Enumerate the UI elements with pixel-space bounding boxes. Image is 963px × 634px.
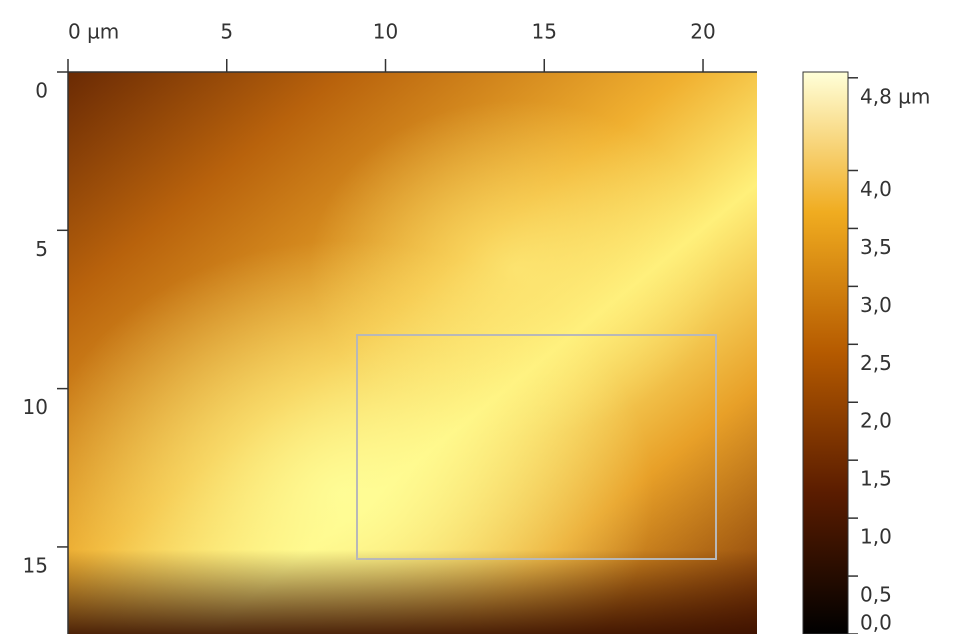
x-tick-label: 10 (373, 20, 398, 44)
x-tick-label: 0 µm (68, 20, 119, 44)
colorbar-tick-label: 4,0 (860, 177, 892, 201)
colorbar (802, 71, 849, 634)
colorbar-tick-label: 2,5 (860, 351, 892, 375)
selection-box (356, 334, 717, 560)
colorbar-tick-label: 3,5 (860, 235, 892, 259)
y-tick-label: 15 (23, 553, 48, 577)
height-map (68, 72, 757, 634)
y-tick-label: 0 (35, 79, 48, 103)
colorbar-tick-label: 3,0 (860, 293, 892, 317)
colorbar-tick-label: 0,0 (860, 611, 892, 634)
colorbar-tick-label: 2,0 (860, 409, 892, 433)
y-tick-label: 5 (35, 237, 48, 261)
y-tick-label: 10 (23, 395, 48, 419)
x-tick-label: 20 (690, 20, 715, 44)
colorbar-tick-label: 1,0 (860, 525, 892, 549)
x-tick-label: 15 (532, 20, 557, 44)
x-tick-label: 5 (220, 20, 233, 44)
colorbar-tick-label: 0,5 (860, 583, 892, 607)
colorbar-tick-label: 1,5 (860, 467, 892, 491)
colorbar-tick-label: 4,8 µm (860, 84, 930, 108)
